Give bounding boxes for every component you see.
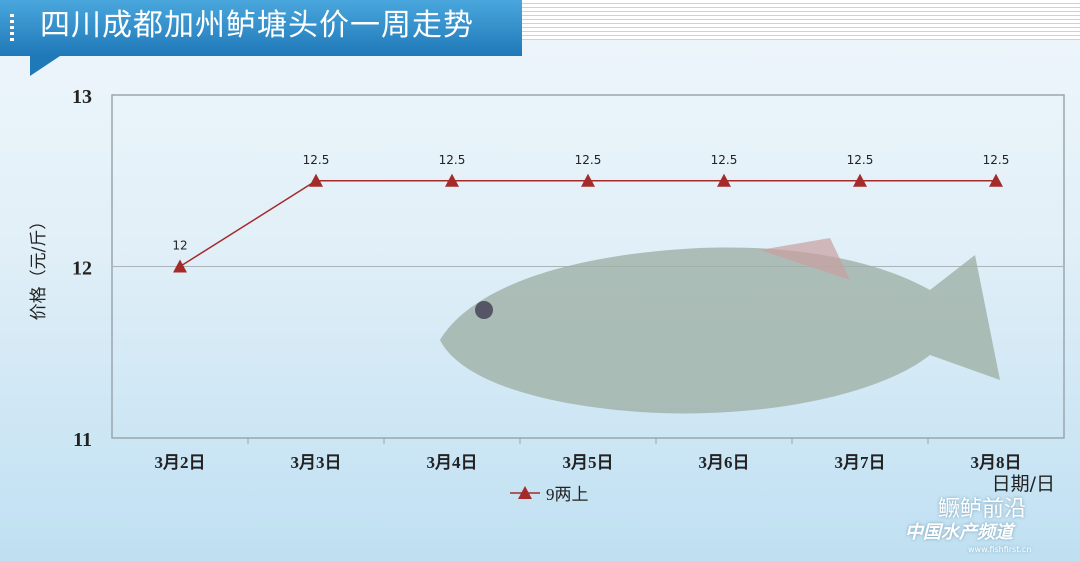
legend-marker (518, 486, 532, 499)
data-point-marker (445, 173, 459, 187)
watermark-url: www.fishfirst.cn (968, 545, 1032, 554)
watermark-name: 鳜鲈前沿 (938, 497, 1027, 522)
x-tick-label: 3月3日 (291, 453, 342, 472)
data-point-marker (173, 259, 187, 273)
x-tick-label: 3月5日 (563, 453, 614, 472)
data-point-marker (581, 173, 595, 187)
data-point-marker (309, 173, 323, 187)
data-point-marker (853, 173, 867, 187)
data-label: 12 (172, 239, 187, 253)
data-label: 12.5 (575, 153, 602, 167)
y-tick-label: 11 (73, 429, 92, 451)
x-axis-title: 日期/日 (992, 473, 1055, 495)
data-label: 12.5 (439, 153, 466, 167)
y-tick-label: 13 (72, 86, 92, 108)
fish-fin (760, 238, 850, 280)
x-tick-label: 3月6日 (699, 453, 750, 472)
y-axis-title: 价格（元/斤） (29, 213, 49, 321)
x-tick-label: 3月2日 (155, 453, 206, 472)
dots-decoration (10, 14, 14, 44)
data-label: 12.5 (711, 153, 738, 167)
series-line (179, 180, 996, 268)
fish-image (440, 247, 1000, 414)
data-label: 12.5 (303, 153, 330, 167)
data-label: 12.5 (847, 153, 874, 167)
x-tick-label: 3月7日 (835, 453, 886, 472)
banner-tail (30, 56, 60, 76)
legend-label: 9两上 (546, 485, 589, 504)
chart-title: 四川成都加州鲈塘头价一周走势 (40, 8, 474, 43)
decorative-stripes (520, 0, 1080, 40)
x-tick-label: 3月4日 (427, 453, 478, 472)
data-point-marker (717, 173, 731, 187)
watermark-channel: 中国水产频道 (905, 522, 1013, 543)
fish-eye (475, 301, 493, 319)
title-banner: 四川成都加州鲈塘头价一周走势 (0, 0, 522, 56)
data-point-marker (989, 173, 1003, 187)
y-tick-label: 12 (72, 258, 92, 280)
x-tick-label: 3月8日 (971, 453, 1022, 472)
data-label: 12.5 (983, 153, 1010, 167)
